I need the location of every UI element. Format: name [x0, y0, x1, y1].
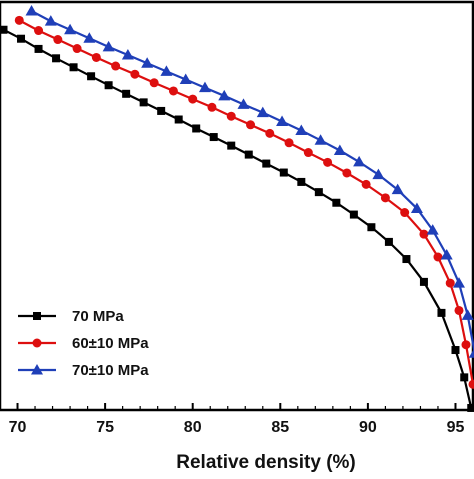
series-1-point	[402, 255, 410, 263]
series-1-point	[70, 63, 78, 71]
series-2-point	[469, 380, 474, 389]
series-3-point	[26, 5, 38, 16]
series-1-point	[297, 178, 305, 186]
series-2-point	[34, 26, 43, 35]
series-2-point	[169, 86, 178, 95]
series-2-point	[188, 95, 197, 104]
series-1-point	[367, 223, 375, 231]
x-axis: 70 75 80 85 90 95	[0, 403, 473, 436]
series-3-point	[315, 134, 327, 145]
series-1-point	[210, 133, 218, 141]
series-3-point	[441, 249, 453, 259]
series-1-point	[315, 188, 323, 196]
series-1-point	[87, 72, 95, 80]
series-2-point	[400, 208, 409, 217]
series-2-point	[73, 44, 82, 53]
series-1-point	[245, 151, 253, 159]
series-2-point	[362, 180, 371, 189]
series-1-point	[17, 35, 25, 43]
series-1-point	[52, 54, 60, 62]
series-2-point	[433, 253, 442, 262]
x-tick-label: 95	[447, 419, 465, 436]
series-1-point	[437, 309, 445, 317]
series-2-point	[130, 70, 139, 79]
x-tick-label: 90	[359, 419, 377, 436]
series-2-point	[381, 193, 390, 202]
legend: 70 MPa 60±10 MPa 70±10 MPa	[18, 308, 149, 379]
series-3-point	[276, 116, 288, 127]
series-1-point	[192, 124, 200, 132]
x-tick-label: 80	[184, 419, 202, 436]
series-1-point	[140, 98, 148, 106]
series-1-point	[105, 81, 113, 89]
series-1-point	[35, 45, 43, 53]
legend-item: 70 MPa	[18, 308, 124, 325]
legend-marker	[33, 339, 42, 348]
series-2-point	[111, 62, 120, 71]
series-3-point	[334, 145, 346, 156]
series-1-point	[262, 160, 270, 168]
series-1	[0, 26, 474, 412]
plot-frame	[0, 2, 473, 410]
series-1-point	[420, 278, 428, 286]
series-1-point	[0, 26, 8, 34]
legend-label: 70±10 MPa	[72, 362, 149, 379]
series-1-point	[227, 142, 235, 150]
series-2-point	[304, 148, 313, 157]
series-1-point	[350, 211, 358, 219]
series-2-point	[207, 103, 216, 112]
x-axis-title: Relative density (%)	[176, 452, 356, 473]
series-2-point	[92, 53, 101, 62]
series-line-3	[32, 11, 474, 353]
series-3-point	[353, 156, 365, 167]
series-2-point	[446, 279, 455, 288]
series-2-point	[227, 112, 236, 121]
series-2-point	[15, 16, 24, 25]
series-2-point	[461, 340, 470, 349]
series-3-point	[453, 277, 465, 288]
plot-border	[0, 2, 473, 410]
series-3-point	[295, 125, 307, 136]
series-2-point	[150, 78, 159, 87]
series-3-point	[372, 169, 384, 180]
legend-label: 60±10 MPa	[72, 335, 149, 352]
series-1-point	[332, 199, 340, 207]
legend-label: 70 MPa	[72, 308, 124, 325]
series-1-point	[175, 116, 183, 124]
x-tick-label: 75	[96, 419, 114, 436]
series-3-point	[45, 15, 57, 26]
series-2-point	[246, 120, 255, 129]
series-1-point	[157, 107, 165, 115]
series-2-point	[323, 158, 332, 167]
series-1-point	[385, 238, 393, 246]
legend-marker	[33, 312, 41, 320]
series-2-point	[53, 35, 62, 44]
series-2-point	[454, 306, 463, 315]
series-1-point	[451, 346, 459, 354]
series-2-point	[342, 168, 351, 177]
series-2-point	[265, 129, 274, 138]
series-1-point	[122, 90, 130, 98]
x-tick-label: 85	[271, 419, 289, 436]
x-tick-label: 70	[9, 419, 27, 436]
legend-item: 70±10 MPa	[18, 362, 149, 379]
series-1-point	[280, 169, 288, 177]
series-2-point	[285, 138, 294, 147]
legend-item: 60±10 MPa	[18, 335, 149, 352]
series-1-point	[460, 373, 468, 381]
